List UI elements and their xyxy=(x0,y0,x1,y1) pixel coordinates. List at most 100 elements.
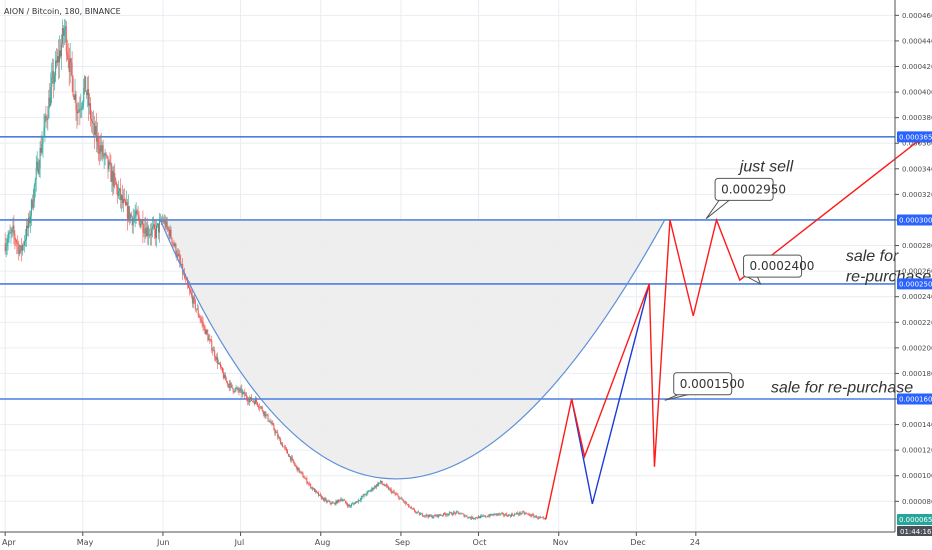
candle-body xyxy=(345,500,347,503)
candle-body xyxy=(339,500,341,501)
candle-body xyxy=(378,483,380,486)
candle-body xyxy=(399,498,401,500)
candle-body xyxy=(157,223,159,233)
candle-body xyxy=(205,329,207,334)
candle-body xyxy=(347,504,349,507)
candle-body xyxy=(222,372,224,378)
candle-body xyxy=(446,514,448,516)
candle-body xyxy=(342,500,344,502)
candle-body xyxy=(479,515,481,519)
candle-body xyxy=(533,514,535,518)
symbol-title: AION / Bitcoin, 180, BINANCE xyxy=(4,7,121,16)
candle-body xyxy=(195,308,197,310)
time-tick-label: Aug xyxy=(315,538,331,547)
price-axis[interactable]: 0.0000800 0.0001000 0.0001200 0.0001400 0.00… xyxy=(894,0,932,536)
candle-body xyxy=(291,457,293,460)
candle-body xyxy=(492,514,494,516)
candle-body xyxy=(51,76,53,87)
candle-body xyxy=(489,514,491,517)
candle-body xyxy=(407,504,409,505)
candle-body xyxy=(11,228,13,233)
candle-body xyxy=(511,514,513,517)
candle-body xyxy=(143,232,145,234)
candle-body xyxy=(140,224,142,227)
callout-box xyxy=(714,177,774,201)
candle-body xyxy=(467,517,469,518)
candle-body xyxy=(475,517,477,519)
candle-body xyxy=(220,367,222,368)
candle-body xyxy=(523,511,525,514)
candle-body xyxy=(34,179,36,186)
cup-fill-area xyxy=(160,219,665,479)
candle-body xyxy=(226,381,228,385)
candle-body xyxy=(90,103,92,119)
price-tick-label: 0.0004600 xyxy=(902,12,932,20)
candle-body xyxy=(124,200,126,205)
candle-body xyxy=(509,514,511,516)
candle-body xyxy=(488,515,490,517)
candle-body xyxy=(123,199,125,204)
candle-body xyxy=(83,87,85,102)
candle-body xyxy=(234,388,236,392)
candle-body xyxy=(249,399,251,403)
candle-body xyxy=(58,56,60,63)
candle-body xyxy=(437,514,439,517)
candle-body xyxy=(9,232,11,234)
candle-body xyxy=(393,491,395,494)
candle-body xyxy=(398,496,400,500)
candle-body xyxy=(46,117,48,120)
candle-body xyxy=(415,512,417,513)
level-price-badge xyxy=(897,393,932,405)
candle-body xyxy=(210,339,212,342)
candle-body xyxy=(255,399,257,403)
candle-body xyxy=(183,273,185,275)
candle-body xyxy=(335,500,337,505)
candle-body xyxy=(463,514,465,517)
candle-body xyxy=(506,514,508,516)
candle-body xyxy=(530,515,532,517)
candle-body xyxy=(285,448,287,451)
price-tick-label: 0.0004200 xyxy=(902,63,932,71)
candle-body xyxy=(175,244,177,255)
candle-body xyxy=(408,504,410,507)
candle-body xyxy=(281,443,283,445)
time-axis[interactable]: Apr May Jun Jul Aug Sep Oct Nov Dec 24 xyxy=(0,531,895,547)
cup-fill xyxy=(160,219,665,479)
candle-body xyxy=(246,395,248,399)
candle-body xyxy=(432,517,434,518)
candle-body xyxy=(263,411,265,414)
candle-body xyxy=(518,512,520,515)
candle-body xyxy=(129,214,131,220)
candle-body xyxy=(87,89,89,96)
candle-body xyxy=(382,484,384,486)
level-price-badge xyxy=(897,214,932,226)
candle-body xyxy=(314,488,316,492)
candle-body xyxy=(47,118,49,120)
candle-body xyxy=(428,514,430,518)
candle-body xyxy=(228,383,230,388)
callout-pointer xyxy=(705,199,730,220)
candle-body xyxy=(297,467,299,471)
candle-body xyxy=(56,60,58,63)
candle-body xyxy=(154,224,156,229)
candle-body xyxy=(279,437,281,440)
candle-body xyxy=(85,76,87,92)
candle-body xyxy=(502,513,504,514)
annotations: 0.0002950 0.0002400 0.0001500 just sell sale… xyxy=(664,158,931,401)
time-tick-label: Jul xyxy=(234,538,245,547)
candle-body xyxy=(487,515,489,517)
candle-body xyxy=(477,517,479,519)
candle-body xyxy=(134,216,136,218)
candle-body xyxy=(354,502,356,505)
candle-body xyxy=(416,511,418,513)
candle-body xyxy=(64,26,66,30)
candle-body xyxy=(97,135,99,150)
candle-body xyxy=(288,456,290,457)
candle-body xyxy=(529,514,531,516)
candle-body xyxy=(204,326,206,334)
candle-body xyxy=(132,218,134,226)
candle-body xyxy=(293,462,295,465)
candle-body xyxy=(290,457,292,461)
